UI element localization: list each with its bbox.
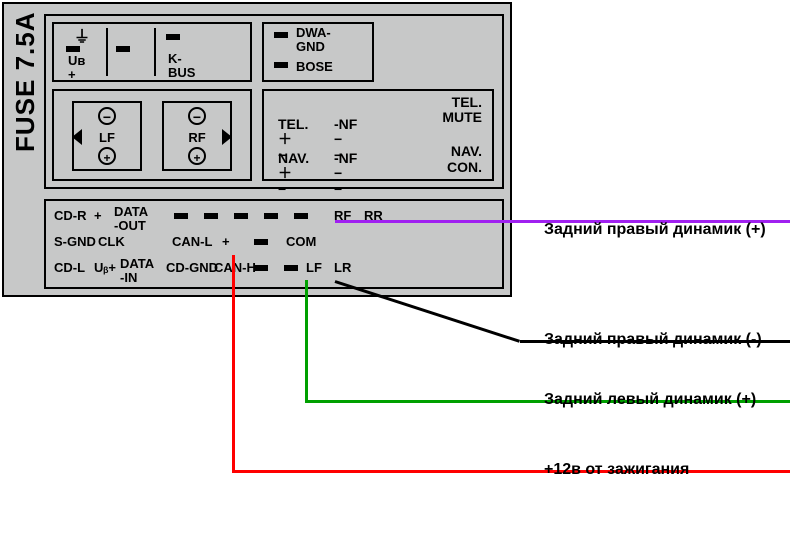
pin-slot	[66, 46, 80, 52]
nav-pm-label: NAV. ＋ −	[278, 151, 309, 197]
rf-label: RF	[164, 131, 230, 144]
lf-label: LF	[74, 131, 140, 144]
pin-clk: CLK	[98, 235, 125, 249]
pin-slot	[294, 213, 308, 219]
pin-canl: CAN-L	[172, 235, 212, 249]
ub-label: Uʙ +	[68, 54, 85, 81]
nav-con-label: NAV. CON.	[447, 144, 482, 175]
pin-slot	[264, 213, 278, 219]
bose-label: BOSE	[296, 60, 333, 74]
pin-plus: +	[94, 209, 102, 223]
plus-icon: +	[193, 152, 200, 164]
lf-speaker-block: − LF +	[72, 101, 142, 171]
pin-slot	[254, 239, 268, 245]
pin-datain: DATA -IN	[120, 257, 154, 284]
callout-rr-plus: Задний правый динамик (+)	[544, 222, 766, 238]
pin-slot	[234, 213, 248, 219]
pin-sgnd: S-GND	[54, 235, 96, 249]
cell-tel-nav: TEL. MUTE TEL. ＋ − -NF − − NAV. ＋ − -NF …	[262, 89, 494, 181]
pin-slot	[254, 265, 268, 271]
wire-lr-plus	[305, 280, 308, 400]
pin-cdl: CD-L	[54, 261, 85, 275]
minus-icon: −	[193, 110, 201, 124]
pin-slot	[274, 32, 288, 38]
callout-rr-minus: Задний правый динамик (-)	[544, 332, 762, 348]
pin-lr: LR	[334, 261, 351, 275]
pin-slot	[166, 34, 180, 40]
wire-ign	[232, 255, 235, 470]
pin-slot	[204, 213, 218, 219]
ground-icon: ⏚	[74, 30, 90, 46]
pin-com: COM	[286, 235, 316, 249]
minus-icon: −	[103, 110, 111, 124]
plus-icon: +	[103, 152, 110, 164]
connector-panel: FUSE 7.5A ⏚ Uʙ + K- BUS DWA- GND BOSE	[2, 2, 512, 297]
pin-ignplus: +	[222, 235, 230, 249]
pin-cdgnd: CD-GND	[166, 261, 218, 275]
divider	[154, 28, 156, 76]
callout-ign-12v: +12в от зажигания	[544, 462, 689, 478]
callout-lr-plus: Задний левый динамик (+)	[544, 392, 756, 408]
pin-slot	[174, 213, 188, 219]
divider	[106, 28, 108, 76]
kbus-label: K- BUS	[168, 52, 195, 79]
pin-dataout: DATA -OUT	[114, 205, 148, 232]
rf-speaker-block: − RF +	[162, 101, 232, 171]
pin-slot	[116, 46, 130, 52]
pin-slot	[284, 265, 298, 271]
pin-cd-r: CD-R	[54, 209, 87, 223]
cell-front-speakers: − LF + − RF +	[52, 89, 252, 181]
fuse-label: FUSE 7.5A	[12, 12, 38, 153]
pin-ubplus: Uᵦ+	[94, 261, 116, 275]
cell-dwa-bose: DWA- GND BOSE	[262, 22, 374, 82]
tel-mute-label: TEL. MUTE	[442, 95, 482, 126]
cell-power: ⏚ Uʙ + K- BUS	[52, 22, 252, 82]
wire-ign	[232, 470, 790, 473]
pin-lf: LF	[306, 261, 322, 275]
dwa-gnd-label: DWA- GND	[296, 26, 331, 53]
pin-slot	[274, 62, 288, 68]
nf2-label: -NF − −	[334, 151, 357, 197]
